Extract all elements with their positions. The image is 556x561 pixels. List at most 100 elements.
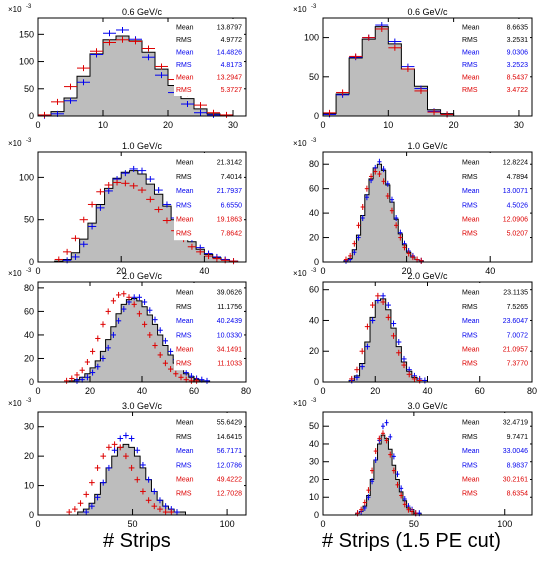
y-tick-label: 60 bbox=[309, 184, 319, 194]
blue-data-point bbox=[380, 292, 386, 299]
blue-data-point bbox=[71, 253, 80, 260]
red-data-point bbox=[62, 248, 72, 255]
x-tick-label: 0 bbox=[320, 120, 325, 130]
stat-label: RMS bbox=[176, 87, 192, 94]
stat-label: Mean bbox=[462, 476, 480, 483]
y-tick-label: 10 bbox=[24, 481, 34, 491]
panel-title: 1.0 GeV/c bbox=[407, 141, 448, 151]
stat-label: RMS bbox=[462, 491, 478, 498]
stats-background bbox=[460, 283, 530, 371]
red-data-point bbox=[90, 348, 96, 355]
red-data-point bbox=[354, 366, 360, 373]
red-data-point bbox=[51, 98, 64, 105]
x-tick-label: 0 bbox=[35, 519, 40, 529]
red-data-point bbox=[137, 187, 147, 194]
red-data-point bbox=[427, 109, 441, 116]
red-data-point bbox=[385, 193, 390, 199]
red-data-point bbox=[162, 360, 168, 367]
blue-data-point bbox=[385, 180, 390, 187]
blue-data-point bbox=[142, 54, 155, 61]
plot-frame bbox=[322, 411, 533, 516]
red-data-point bbox=[380, 299, 386, 305]
stat-label: RMS bbox=[176, 231, 192, 238]
blue-data-point bbox=[370, 478, 375, 485]
y-exponent-label: ×10 bbox=[8, 399, 22, 408]
red-data-point bbox=[105, 308, 111, 315]
blue-data-point bbox=[77, 79, 90, 86]
blue-data-point bbox=[352, 249, 357, 256]
red-data-point bbox=[116, 291, 122, 298]
stat-label: Mean bbox=[176, 448, 194, 455]
stat-label: RMS bbox=[176, 361, 192, 368]
x-tick-label: 40 bbox=[137, 386, 147, 396]
panel-title: 2.0 GeV/c bbox=[122, 271, 163, 281]
y-exponent-power: -3 bbox=[311, 4, 317, 10]
blue-data-point bbox=[136, 294, 142, 301]
red-data-point bbox=[123, 453, 129, 460]
stat-label: RMS bbox=[462, 361, 478, 368]
stat-value: 6.6550 bbox=[221, 202, 243, 209]
panel-2: 0 10 20 30 0 50 100 ×10 -3 0.6 GeV/c Mean 8.6635 RMS… bbox=[293, 4, 533, 130]
y-tick-label: 20 bbox=[309, 233, 319, 243]
stat-label: Mean bbox=[176, 318, 194, 325]
stat-label: RMS bbox=[176, 304, 192, 311]
stats-background bbox=[460, 19, 530, 96]
red-data-point bbox=[395, 481, 400, 488]
stat-label: Mean bbox=[462, 290, 480, 297]
stat-value: 7.5265 bbox=[507, 304, 529, 311]
blue-data-point bbox=[385, 302, 391, 309]
blue-data-point bbox=[87, 223, 97, 230]
stat-label: RMS bbox=[462, 37, 478, 44]
blue-data-point bbox=[134, 447, 141, 454]
y-exponent-label: ×10 bbox=[293, 139, 307, 148]
stats-box: Mean 39.0626 RMS 11.1756 Mean 40.2439 RMS 10.03… bbox=[174, 283, 244, 371]
blue-data-point bbox=[128, 435, 135, 442]
stat-label: Mean bbox=[176, 24, 194, 31]
stat-value: 12.0786 bbox=[217, 462, 242, 469]
y-exponent-power: -3 bbox=[311, 268, 317, 274]
stat-value: 8.6354 bbox=[507, 491, 529, 498]
red-data-point bbox=[38, 111, 51, 118]
blue-data-point bbox=[162, 503, 169, 510]
blue-data-point bbox=[356, 234, 361, 241]
blue-data-point bbox=[110, 331, 116, 338]
x-tick-label: 50 bbox=[128, 519, 138, 529]
blue-data-point bbox=[359, 363, 365, 370]
blue-data-point bbox=[168, 348, 174, 355]
blue-data-point bbox=[116, 26, 129, 33]
red-data-point bbox=[399, 492, 404, 499]
blue-data-point bbox=[380, 423, 385, 430]
stat-value: 21.0957 bbox=[503, 346, 528, 353]
stat-value: 5.0207 bbox=[507, 231, 529, 238]
red-data-point bbox=[162, 217, 172, 224]
red-data-point bbox=[145, 497, 152, 504]
blue-data-point bbox=[140, 461, 146, 468]
blue-data-point bbox=[370, 317, 376, 324]
red-data-point bbox=[94, 464, 101, 471]
red-data-point bbox=[131, 301, 137, 308]
x-tick-label: 40 bbox=[422, 386, 432, 396]
blue-data-point bbox=[360, 215, 365, 221]
stat-label: Mean bbox=[462, 216, 480, 223]
red-data-point bbox=[390, 332, 397, 339]
y-exponent-power: -3 bbox=[311, 138, 317, 144]
blue-data-point bbox=[155, 72, 168, 79]
x-tick-label: 20 bbox=[402, 266, 412, 276]
blue-data-point bbox=[364, 343, 371, 350]
stat-label: RMS bbox=[176, 434, 192, 441]
y-exponent-power: -3 bbox=[26, 4, 32, 10]
red-data-point bbox=[173, 370, 179, 377]
blue-data-point bbox=[162, 337, 168, 344]
red-data-point bbox=[373, 448, 378, 455]
y-exponent-label: ×10 bbox=[8, 5, 22, 14]
stat-value: 7.3770 bbox=[507, 361, 529, 368]
red-data-point bbox=[64, 83, 77, 90]
red-data-point bbox=[142, 45, 155, 52]
red-data-point bbox=[362, 34, 376, 41]
x-tick-label: 0 bbox=[35, 266, 40, 276]
panel-8: 0 50 100 0 10 20 30 40 50 ×10 -3 3.0 GeV/c Mean 32.47… bbox=[293, 398, 533, 529]
red-data-point bbox=[134, 476, 141, 483]
red-data-point bbox=[187, 243, 197, 250]
stats-box: Mean 8.6635 RMS 3.2531 Mean 9.0306 RMS 3.2523 Me… bbox=[460, 19, 530, 96]
plot-frame bbox=[37, 151, 247, 263]
